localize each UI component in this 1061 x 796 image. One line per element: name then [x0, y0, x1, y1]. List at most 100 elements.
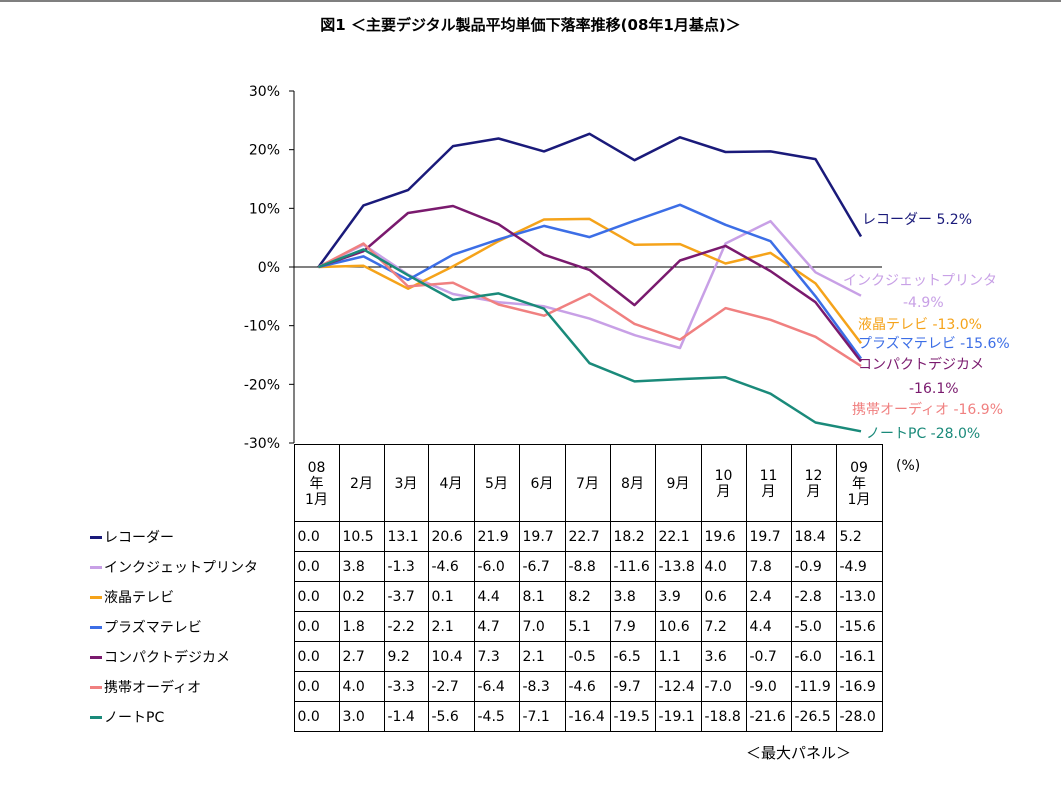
table-cell: -13.0 [835, 581, 883, 612]
table-corner [90, 445, 294, 522]
legend-label: 液晶テレビ [104, 589, 174, 606]
table-cell: 18.4 [790, 521, 837, 552]
y-tick-label: 30% [249, 84, 280, 100]
table-cell: -5.6 [427, 701, 475, 732]
legend-swatch [90, 566, 102, 569]
table-cell: 0.0 [293, 521, 340, 552]
table-cell: -3.7 [383, 581, 429, 612]
y-tick-label: -30% [244, 436, 280, 452]
category-label: 1月 [305, 492, 328, 508]
table-cell: 10.4 [427, 641, 475, 672]
legend-label: コンパクトデジカメ [104, 649, 230, 666]
table-cell: 9.2 [383, 641, 429, 672]
y-tick-label: 10% [249, 201, 280, 217]
table-cell: -12.4 [654, 671, 702, 702]
legend-swatch [90, 656, 102, 659]
table-cell: -4.6 [427, 551, 475, 582]
legend-entry: インクジェットプリンタ [90, 552, 294, 582]
legend-label: インクジェットプリンタ [104, 559, 258, 576]
series-line-3 [318, 217, 862, 345]
series-line-7 [318, 248, 862, 433]
series-line-6 [317, 242, 862, 368]
table-cell: -2.7 [427, 671, 475, 702]
table-cell: 5.2 [835, 521, 883, 552]
table-cell: 7.8 [745, 551, 792, 582]
category-label: 月 [761, 484, 776, 500]
table-cell: 0.0 [293, 641, 340, 672]
table-cell: -6.0 [790, 641, 837, 672]
category-header: 9月 [654, 444, 702, 522]
table-cell: 0.0 [293, 701, 340, 732]
table-row: コンパクトデジカメ 0.0 2.7 9.2 10.4 7.3 2.1 -0.5 -6.5 1.1 3… [90, 641, 883, 672]
table-cell: -19.5 [609, 701, 656, 732]
table-cell: 2.1 [518, 641, 566, 672]
table-cell: 8.2 [564, 581, 611, 612]
table-cell: 4.0 [338, 671, 385, 702]
category-header: 7月 [564, 444, 611, 522]
legend-entry: コンパクトデジカメ [90, 642, 294, 672]
legend-label: レコーダー [104, 529, 174, 546]
table-cell: 22.7 [564, 521, 611, 552]
table-cell: 1.1 [654, 641, 702, 672]
category-header: 6月 [518, 444, 566, 522]
series-end-label-1: レコーダー 5.2% [862, 212, 972, 228]
legend-swatch [90, 596, 102, 599]
legend-swatch [90, 716, 102, 719]
category-label: 1月 [847, 492, 871, 508]
category-header: 12 月 [790, 444, 837, 522]
series-line-1 [317, 132, 863, 268]
table-cell: 4.7 [473, 611, 520, 642]
table-cell: 0.0 [293, 611, 340, 642]
table-row: インクジェットプリンタ 0.0 3.8 -1.3 -4.6 -6.0 -6.7 -8.8 -11… [90, 551, 883, 582]
data-table: 08 年 1月 2月 3月 4月 5月 6月 7月 8月 9月 10 月 11 月 12 月 09 年 1月 レコーダー… [90, 444, 883, 732]
category-label: 12 [804, 468, 823, 484]
table-cell: 0.0 [293, 551, 340, 582]
table-cell: -6.7 [518, 551, 566, 582]
series-end-label-2: インクジェットプリンタ [843, 273, 997, 289]
category-label: 08 [307, 460, 326, 476]
table-cell: 7.9 [609, 611, 656, 642]
table-cell: -15.6 [835, 611, 883, 642]
table-cell: -13.8 [654, 551, 702, 582]
table-cell: -9.0 [745, 671, 792, 702]
y-tick-label: 0% [258, 260, 280, 276]
table-cell: 18.2 [609, 521, 656, 552]
table-cell: -5.0 [790, 611, 837, 642]
table-cell: -11.6 [609, 551, 656, 582]
table-cell: 10.6 [654, 611, 702, 642]
table-cell: 0.0 [293, 581, 340, 612]
table-cell: -16.9 [835, 671, 883, 702]
table-row: ノートPC 0.0 3.0 -1.4 -5.6 -4.5 -7.1 -16.4 -19.5 -19… [90, 701, 883, 732]
table-cell: -6.5 [609, 641, 656, 672]
table-cell: -28.0 [835, 701, 883, 732]
table-cell: 2.1 [427, 611, 475, 642]
table-row: 携帯オーディオ 0.0 4.0 -3.3 -2.7 -6.4 -8.3 -4.6 -9.7 -12… [90, 671, 883, 702]
table-cell: -2.2 [383, 611, 429, 642]
category-header: 09 年 1月 [835, 444, 883, 522]
table-cell: 8.1 [518, 581, 566, 612]
source-label: ＜最大パネル＞ [746, 744, 852, 762]
table-cell: -0.5 [564, 641, 611, 672]
table-cell: 21.9 [473, 521, 520, 552]
table-cell: -0.9 [790, 551, 837, 582]
legend-swatch [90, 536, 102, 539]
table-cell: -7.1 [518, 701, 566, 732]
table-cell: -2.8 [790, 581, 837, 612]
category-label: 月 [806, 484, 821, 500]
table-cell: -16.4 [564, 701, 611, 732]
category-label: 9月 [666, 476, 690, 492]
legend-label: 携帯オーディオ [104, 679, 202, 696]
table-header-row: 08 年 1月 2月 3月 4月 5月 6月 7月 8月 9月 10 月 11 月 12 月 09 年 1月 [90, 444, 883, 522]
table-cell: -26.5 [790, 701, 837, 732]
table-cell: 0.1 [427, 581, 475, 612]
table-cell: -3.3 [383, 671, 429, 702]
table-cell: -4.9 [835, 551, 883, 582]
table-cell: 13.1 [383, 521, 429, 552]
table-cell: -1.3 [383, 551, 429, 582]
category-label: 2月 [350, 476, 373, 492]
table-cell: 2.4 [745, 581, 792, 612]
category-label: 5月 [485, 476, 508, 492]
series-end-label-6: 携帯オーディオ -16.9% [852, 401, 1003, 418]
table-cell: 19.6 [700, 521, 747, 552]
table-cell: 4.4 [745, 611, 792, 642]
